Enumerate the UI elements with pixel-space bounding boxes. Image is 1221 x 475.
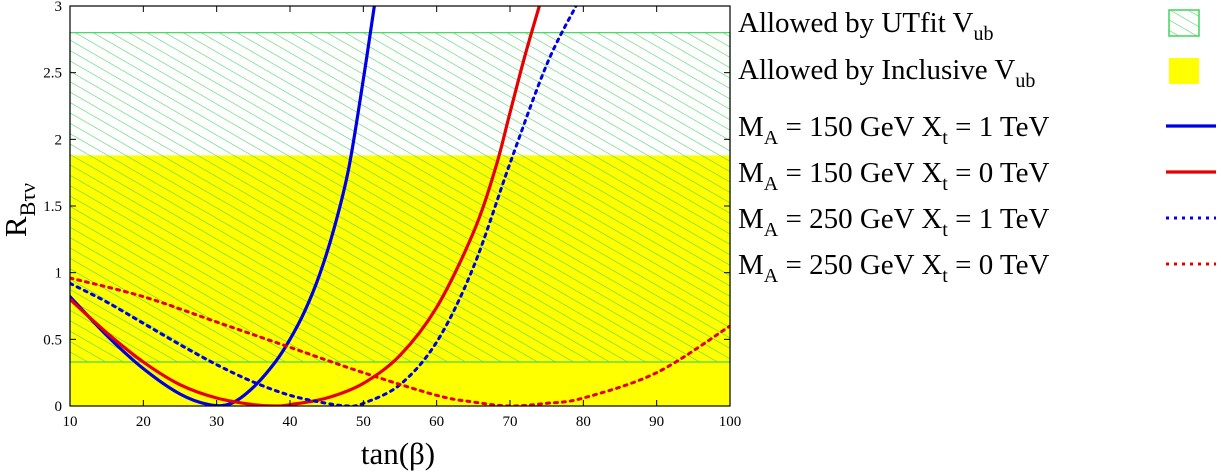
x-tick-label: 90 [649,414,664,430]
y-tick-label: 0 [55,399,63,415]
legend-series-1-label: MA = 150 GeV Xt = 1 TeV [738,111,1049,149]
legend-series-2-label: MA = 150 GeV Xt = 0 TeV [738,157,1049,195]
x-tick-label: 20 [136,414,151,430]
series-line-2 [70,6,541,406]
x-tick-label: 100 [719,414,742,430]
x-tick-label: 40 [283,414,298,430]
y-axis-label-sub: Bτν [15,183,40,217]
y-tick-label: 2 [55,132,63,148]
x-tick-label: 70 [503,414,518,430]
y-tick-label: 3 [55,0,63,15]
y-tick-label: 2.5 [43,66,62,82]
y-tick-label: 1 [55,266,63,282]
x-tick-label: 60 [429,414,444,430]
y-tick-label: 0.5 [43,332,62,348]
legend-utfit-label: Allowed by UTfit Vub [738,7,993,45]
legend-series-4-label: MA = 250 GeV Xt = 0 TeV [738,249,1049,287]
legend-inclusive-swatch [1169,58,1199,84]
bands-layer [69,32,731,406]
band-utfit-vub [69,32,731,363]
y-axis-label: RBτν [0,183,40,237]
legend: Allowed by UTfit Vub Allowed by Inclusive… [738,7,1216,287]
legend-series-3-label: MA = 250 GeV Xt = 1 TeV [738,203,1049,241]
x-tick-label: 30 [209,414,224,430]
legend-utfit-swatch [1168,9,1200,37]
x-tick-label: 50 [356,414,371,430]
x-axis-label: tan(β) [361,436,435,471]
y-tick-label: 1.5 [43,199,62,215]
series-line-1 [70,6,376,406]
legend-inclusive-label: Allowed by Inclusive Vub [738,54,1035,92]
x-tick-label: 10 [63,414,78,430]
y-axis-label-main: R [0,216,33,237]
ticks-layer: 10 20 30 40 50 60 70 80 90 100 0 0.5 1 1.5 2 2.5 3 [43,0,741,430]
x-tick-label: 80 [576,414,591,430]
series-line-4 [70,276,730,406]
